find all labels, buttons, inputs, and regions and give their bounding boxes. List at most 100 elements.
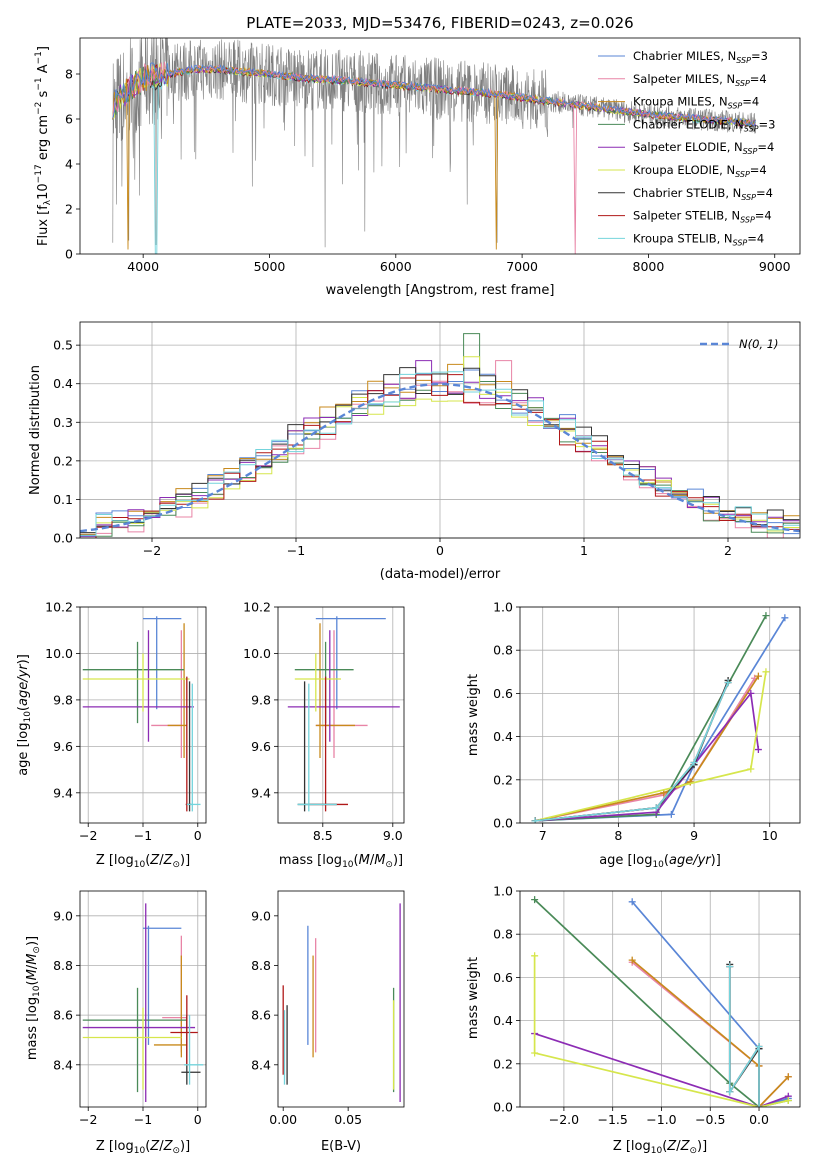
weight-vs-Z-marker-kroupa-miles [628,956,636,964]
weight-vs-Z-ytick-label: 0.4 [493,1013,513,1028]
residuals-xtick-label: 1 [580,543,588,558]
weight-vs-Z-ytick-label: 0.2 [493,1056,513,1071]
weight-vs-age-xlabel: age [log10(age/yr)] [599,853,721,870]
age-vs-mass-ytick-label: 9.4 [251,785,271,800]
age-vs-Z-xtick-label: 0 [194,828,202,843]
weight-vs-Z-ytick-label: 1.0 [493,884,513,899]
residuals-frame [79,321,801,539]
mass-vs-Z-ytick-label: 8.8 [53,958,73,973]
mass-vs-Z-ytick-label: 8.6 [53,1008,73,1023]
mass-vs-Z-frame [79,890,207,1108]
residuals-ytick-label: 0.1 [53,492,73,507]
normal-curve-line [80,382,800,533]
legend-label-chabrier-miles: Chabrier MILES, NSSP=3 [633,49,768,65]
residual-hist-kroupa-miles [80,363,800,535]
weight-vs-Z-xtick-label: 0.0 [749,1112,769,1127]
panel-mass-vs-ebv: E(B-V) 0.00 0.05 8.4 8.6 8.8 9.0 [251,890,405,1154]
age-vs-mass-ytick-label: 9.6 [251,739,271,754]
residuals-plot: −2 −1 0 1 2 0.0 0.1 0.2 0.3 0.4 0.5 [53,321,801,558]
residual-hist-chabrier-miles [80,369,800,536]
weight-vs-Z-ytick-label: 0.0 [493,1100,513,1115]
residual-hist-chabrier-stelib [80,367,800,534]
residuals-xtick-label: −2 [143,543,161,558]
mass-vs-ebv-xlabel: E(B-V) [321,1139,361,1154]
weight-vs-age-marker-kroupa-stelib [690,759,698,767]
figure-title: PLATE=2033, MJD=53476, FIBERID=0243, z=0… [246,14,633,32]
legend-label-kroupa-elodie: Kroupa ELODIE, NSSP=4 [633,163,767,179]
age-vs-mass-xtick-label: 9.0 [383,828,403,843]
spectrum-xtick-label: 4000 [127,259,159,274]
weight-vs-Z-xtick-label: −1.0 [646,1112,676,1127]
panel-weight-vs-age: age [log10(age/yr)] mass weight 7 8 9 10 0.0… [466,600,801,870]
residual-hist-kroupa-elodie [80,356,800,538]
weight-vs-Z-line-kroupa-elodie [533,955,789,1107]
legend-label-salpeter-miles: Salpeter MILES, NSSP=4 [633,72,767,88]
weight-vs-Z-line-salpeter-elodie [534,1032,789,1107]
spectrum-xtick-label: 9000 [759,259,791,274]
age-vs-Z-xlabel: Z [log10(Z/Z⊙)] [96,853,190,870]
weight-vs-age-ytick-label: 1.0 [493,600,513,615]
spectrum-xtick-label: 7000 [506,259,538,274]
spectrum-ytick-label: 0 [65,247,73,262]
age-vs-Z-traces [82,616,201,812]
panel-age-vs-Z: Z [log10(Z/Z⊙)] age [log10(age/yr)] −2 −1… [16,600,207,870]
weight-vs-age-xtick-label: 7 [539,828,547,843]
age-vs-Z-ylabel: age [log10(age/yr)] [16,654,33,776]
weight-vs-age-marker-kroupa-stelib [724,679,732,687]
mass-vs-ebv-traces [282,903,401,1103]
mass-vs-Z-ytick-label: 8.4 [53,1057,73,1072]
panel-mass-vs-Z: Z [log10(Z/Z⊙)] mass [log10(M/M⊙)] −2 −1 0… [25,890,207,1156]
weight-vs-Z-traces [531,896,792,1107]
spectrum-ytick-label: 8 [65,67,73,82]
weight-vs-Z-xtick-label: −1.5 [598,1112,628,1127]
residuals-ytick-label: 0.0 [53,531,73,546]
weight-vs-Z-line-kroupa-stelib [728,966,760,1107]
spectrum-xlabel: wavelength [Angstrom, rest frame] [326,283,555,298]
age-vs-Z-ytick-label: 10.0 [45,646,73,661]
weight-vs-age-traces [531,612,789,823]
weight-vs-Z-xtick-label: −2.0 [549,1112,579,1127]
mass-vs-Z-xtick-label: −1 [134,1112,152,1127]
weight-vs-age-ytick-label: 0.8 [493,643,513,658]
mass-vs-Z-ytick-label: 9.0 [53,908,73,923]
weight-vs-age-marker-chabrier-miles [667,810,675,818]
weight-vs-Z-xtick-label: −0.5 [695,1112,725,1127]
weight-vs-Z-marker-kroupa-stelib [755,1103,763,1107]
weight-vs-age-marker-kroupa-stelib [652,804,660,812]
model-spectrum-chabrier-miles [112,62,756,127]
residuals-ytick-label: 0.2 [53,453,73,468]
weight-vs-Z-marker-kroupa-miles [784,1073,792,1081]
age-vs-mass-frame [277,606,405,824]
residuals-xlabel: (data-model)/error [380,567,501,582]
residual-hist-salpeter-elodie [80,360,800,537]
weight-vs-age-ytick-label: 0.0 [493,816,513,831]
mass-vs-ebv-ytick-label: 9.0 [251,908,271,923]
age-vs-Z-plot: −2 −1 0 9.4 9.6 9.8 10.0 10.2 [45,600,207,843]
age-vs-mass-xtick-label: 8.5 [313,828,333,843]
age-vs-Z-ytick-label: 9.8 [53,692,73,707]
mass-vs-Z-ylabel: mass [log10(M/M⊙)] [25,936,42,1060]
weight-vs-age-ytick-label: 0.4 [493,729,513,744]
weight-vs-age-marker-kroupa-stelib [531,817,539,823]
weight-vs-Z-marker-kroupa-stelib [726,963,734,971]
weight-vs-Z-marker-kroupa-elodie [531,952,539,960]
residuals-xtick-label: 2 [724,543,732,558]
weight-vs-age-frame [519,606,801,824]
legend-label-chabrier-stelib: Chabrier STELIB, NSSP=4 [633,186,773,202]
residuals-xtick-label: −1 [287,543,305,558]
legend-label-normal: N(0, 1) [739,337,779,351]
mass-vs-ebv-ytick-label: 8.4 [251,1057,271,1072]
residuals-ylabel: Normed distribution [28,365,43,495]
age-vs-Z-ytick-label: 9.6 [53,739,73,754]
spectrum-ytick-label: 2 [65,202,73,217]
age-vs-mass-ytick-label: 9.8 [251,692,271,707]
weight-vs-age-ylabel: mass weight [466,674,481,756]
mass-vs-Z-xtick-label: 0 [194,1112,202,1127]
mass-vs-ebv-xtick-label: 0.05 [334,1112,362,1127]
spectrum-xtick-label: 5000 [254,259,286,274]
panel-residuals: (data-model)/error Normed distribution −… [28,321,801,582]
age-vs-Z-frame [79,606,207,824]
weight-vs-age-marker-chabrier-miles [781,614,789,622]
legend-label-kroupa-miles: Kroupa MILES, NSSP=4 [633,95,759,111]
residuals-ytick-label: 0.4 [53,376,73,391]
